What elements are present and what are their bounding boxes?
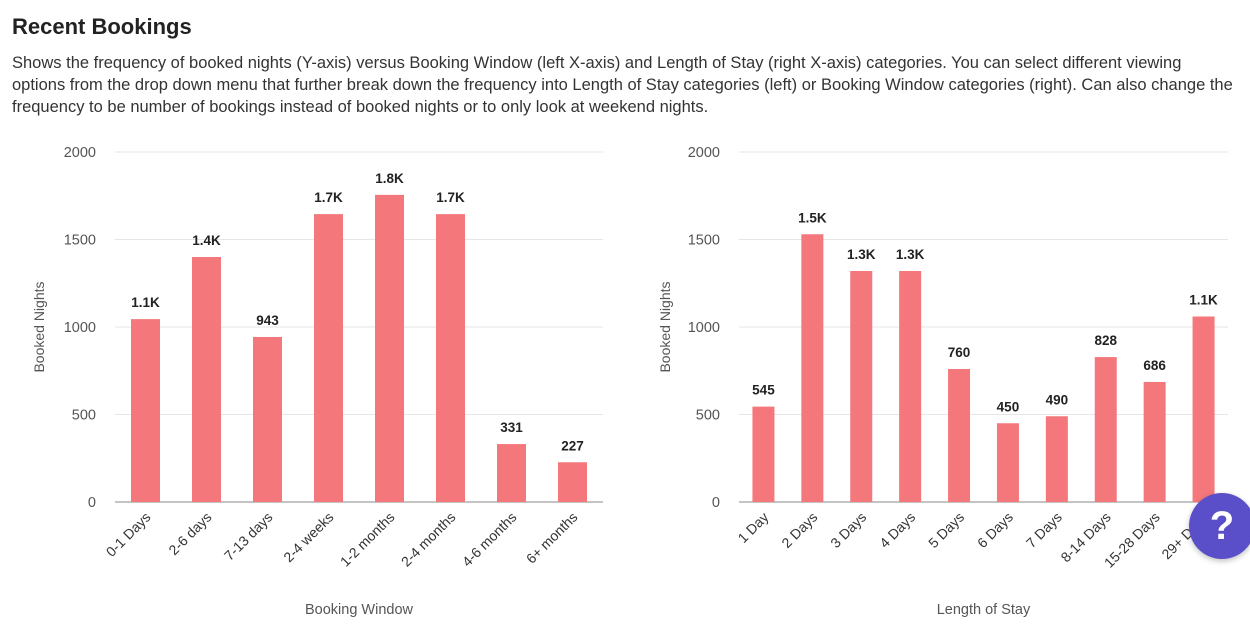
data-label: 1.7K <box>314 190 343 205</box>
x-tick-label: 1 Day <box>734 509 771 546</box>
x-tick-label: 6 Days <box>974 509 1016 551</box>
bar[interactable] <box>131 319 160 502</box>
y-axis-label: Booked Nights <box>31 281 47 372</box>
y-tick-label: 1000 <box>64 320 96 336</box>
data-label: 545 <box>752 383 775 398</box>
bar[interactable] <box>558 462 587 502</box>
bar[interactable] <box>1143 381 1166 502</box>
bar[interactable] <box>1045 416 1068 502</box>
data-label: 1.1K <box>1189 293 1218 308</box>
x-axis-label: Length of Stay <box>937 602 1031 618</box>
y-tick-label: 500 <box>696 408 720 424</box>
y-tick-label: 2000 <box>688 145 720 161</box>
bar[interactable] <box>801 234 824 502</box>
bar[interactable] <box>314 214 343 502</box>
data-label: 490 <box>1046 392 1069 407</box>
data-label: 1.8K <box>375 171 404 186</box>
x-tick-label: 4 Days <box>876 509 918 551</box>
x-axis-label: Booking Window <box>305 602 414 618</box>
page-title: Recent Bookings <box>12 14 192 39</box>
data-label: 331 <box>500 420 523 435</box>
data-label: 1.4K <box>192 233 221 248</box>
data-label: 1.5K <box>798 210 827 225</box>
data-label: 1.3K <box>896 247 925 262</box>
y-tick-label: 500 <box>72 408 96 424</box>
y-tick-label: 0 <box>88 495 96 511</box>
x-tick-label: 5 Days <box>925 509 967 551</box>
data-label: 943 <box>256 313 279 328</box>
data-label: 1.3K <box>847 247 876 262</box>
page-description: Shows the frequency of booked nights (Y-… <box>12 54 1233 116</box>
bar[interactable] <box>1192 316 1215 503</box>
x-tick-label: 2 Days <box>778 509 820 551</box>
y-tick-label: 2000 <box>64 145 96 161</box>
help-icon: ? <box>1209 503 1235 548</box>
bar[interactable] <box>1094 357 1117 502</box>
bar[interactable] <box>996 423 1019 502</box>
bar[interactable] <box>752 406 775 502</box>
data-label: 686 <box>1143 358 1166 373</box>
data-label: 227 <box>561 438 584 453</box>
bar[interactable] <box>375 194 404 502</box>
data-label: 760 <box>948 345 971 360</box>
x-tick-label: 7 Days <box>1023 509 1065 551</box>
help-button[interactable]: ? <box>1189 493 1250 559</box>
bar[interactable] <box>948 369 971 502</box>
x-tick-label: 3 Days <box>827 509 869 551</box>
y-tick-label: 1500 <box>688 233 720 249</box>
bar[interactable] <box>253 336 282 502</box>
bar[interactable] <box>192 257 221 502</box>
data-label: 1.1K <box>131 295 160 310</box>
data-label: 450 <box>997 399 1020 414</box>
bar[interactable] <box>436 214 465 502</box>
data-label: 828 <box>1094 333 1117 348</box>
y-tick-label: 1500 <box>64 233 96 249</box>
y-tick-label: 0 <box>712 495 720 511</box>
bar[interactable] <box>899 271 922 502</box>
y-tick-label: 1000 <box>688 320 720 336</box>
bar[interactable] <box>497 444 526 502</box>
data-label: 1.7K <box>436 190 465 205</box>
y-axis-label: Booked Nights <box>657 281 673 372</box>
bar[interactable] <box>850 271 873 502</box>
